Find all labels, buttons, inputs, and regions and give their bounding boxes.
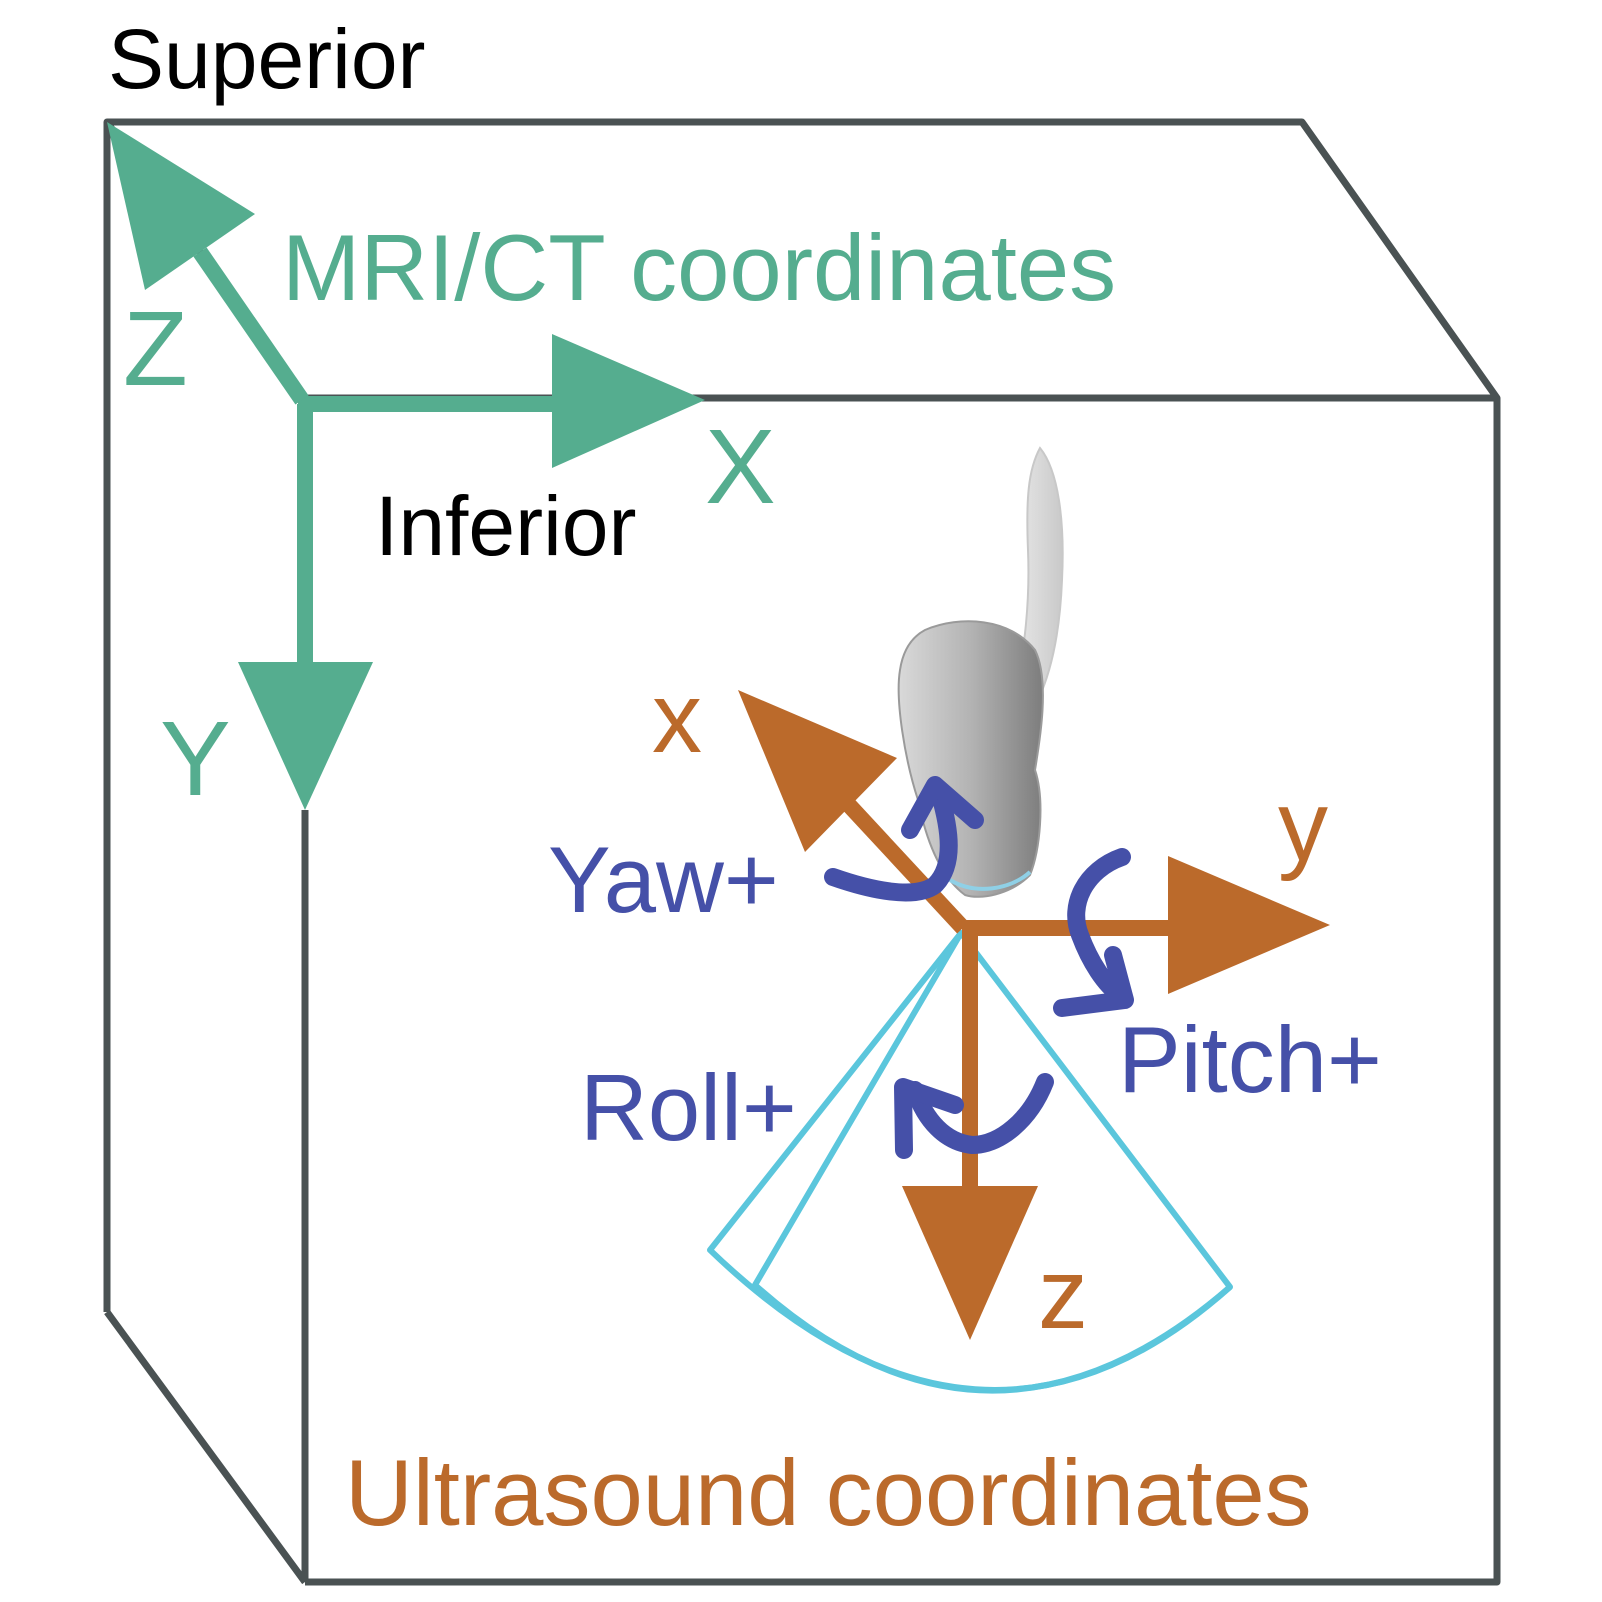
mri-x-axis-arrowhead (552, 334, 705, 468)
us-x-axis-line (829, 784, 969, 934)
fan-inner (752, 931, 1232, 1394)
us-y-axis-label: y (1278, 770, 1328, 882)
mri-z-axis-line (193, 247, 309, 405)
yaw-rotation-arrow (824, 786, 958, 902)
mri-x-axis-label: X (705, 408, 776, 526)
probe-body (897, 620, 1044, 898)
mri-ct-title: MRI/CT coordinates (282, 215, 1116, 320)
superior-label: Superior (108, 12, 426, 106)
us-z-axis-arrowhead (902, 1186, 1038, 1340)
yaw-label: Yaw+ (548, 827, 779, 932)
roll-label: Roll+ (580, 1055, 797, 1160)
pitch-label: Pitch+ (1118, 1007, 1382, 1112)
mri-z-axis-arrowhead (107, 122, 255, 290)
us-x-axis-arrowhead (738, 690, 897, 852)
ultrasound-fan (707, 930, 1233, 1394)
us-x-axis-label: x (652, 662, 702, 774)
mri-y-axis-label: Y (160, 700, 231, 818)
inferior-label: Inferior (375, 479, 636, 573)
box-back-edges (103, 118, 1501, 1586)
pitch-arrowhead (1053, 946, 1134, 1017)
roll-arrowhead (894, 1078, 964, 1159)
yaw-arrowhead (901, 776, 984, 839)
ultrasound-axes (738, 690, 1330, 1340)
mri-y-axis-arrowhead (238, 662, 373, 810)
us-z-axis-label: z (1038, 1238, 1088, 1350)
ultrasound-title: Ultrasound coordinates (345, 1440, 1312, 1545)
box-bottom-left-edge (104, 1309, 308, 1585)
pitch-rotation-arrow (1067, 848, 1131, 1004)
roll-rotation-arrow (906, 1073, 1054, 1154)
text-labels: Superior Inferior MRI/CT coordinates Ult… (108, 12, 1382, 1545)
rotation-arrows (824, 776, 1134, 1159)
ultrasound-probe-icon (897, 446, 1064, 898)
probe-tip (948, 870, 1032, 891)
mri-axes (107, 122, 705, 810)
mri-z-axis-label: Z (123, 290, 188, 408)
us-y-axis-arrowhead (1168, 856, 1330, 994)
